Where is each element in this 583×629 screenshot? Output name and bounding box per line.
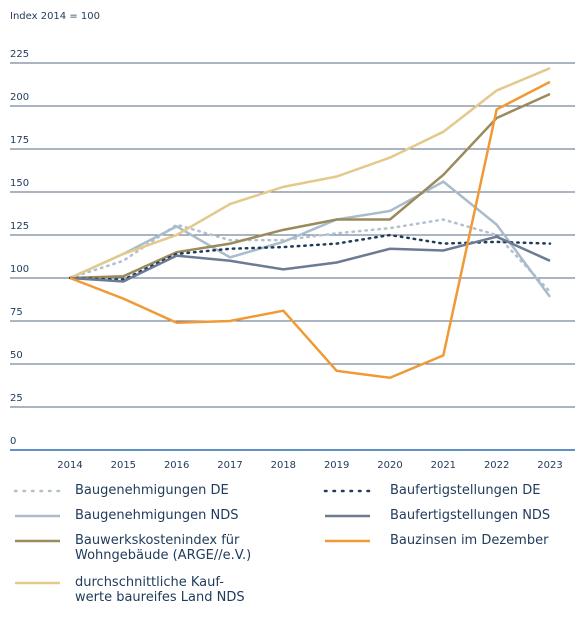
y-tick-label: 0 [10, 436, 16, 447]
x-tick-label: 2014 [57, 460, 82, 471]
series-line [69, 67, 551, 280]
y-tick-label: 50 [10, 350, 23, 361]
y-tick-label: 175 [10, 135, 29, 146]
legend-label: Baugenehmigungen NDS [75, 508, 239, 523]
y-tick-label: 125 [10, 221, 29, 232]
x-tick-label: 2018 [271, 460, 296, 471]
legend-label: Baugenehmigungen DE [75, 483, 229, 498]
subtitle: Index 2014 = 100 [10, 11, 100, 22]
y-tick-label: 200 [10, 92, 29, 103]
legend-label: Baufertigstellungen DE [390, 483, 541, 498]
x-tick-label: 2016 [164, 460, 189, 471]
series-line [69, 92, 551, 280]
legend-label: Bauwerkskostenindex für Wohngebäude (ARG… [75, 533, 252, 563]
x-tick-label: 2019 [324, 460, 349, 471]
legend-label: Bauzinsen im Dezember [390, 533, 549, 548]
y-tick-label: 75 [10, 307, 23, 318]
series-line [69, 180, 552, 298]
series-line [69, 80, 551, 380]
y-tick-label: 25 [10, 393, 23, 404]
x-tick-label: 2015 [111, 460, 136, 471]
x-tick-label: 2021 [431, 460, 456, 471]
series-line [69, 235, 551, 283]
y-tick-label: 100 [10, 264, 29, 275]
legend-label: durchschnittliche Kauf- werte baureifes … [75, 575, 245, 605]
y-tick-label: 225 [10, 49, 29, 60]
series-line [68, 233, 552, 281]
x-tick-label: 2023 [537, 460, 562, 471]
x-tick-label: 2020 [377, 460, 402, 471]
x-tick-label: 2022 [484, 460, 509, 471]
x-tick-label: 2017 [217, 460, 242, 471]
y-tick-label: 150 [10, 178, 29, 189]
legend-label: Baufertigstellungen NDS [390, 508, 551, 523]
